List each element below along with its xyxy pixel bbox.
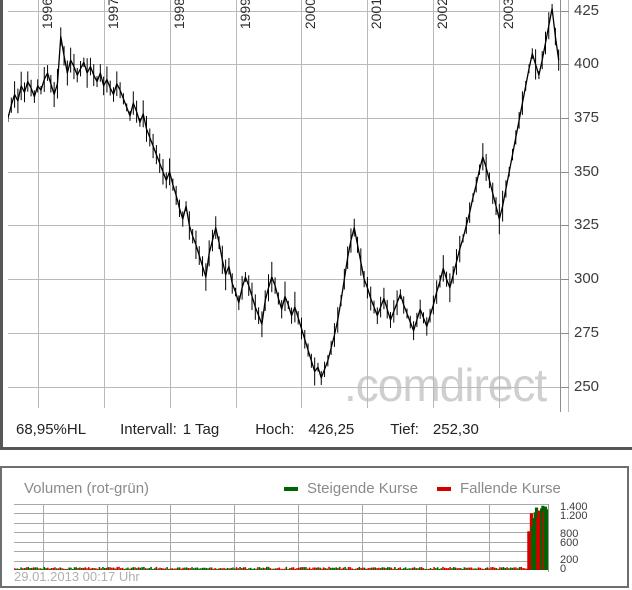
y-axis-label: 275 bbox=[574, 324, 600, 341]
volume-timestamp: 29.01.2013 00:17 Uhr bbox=[14, 569, 140, 584]
y-axis-tick bbox=[560, 225, 569, 226]
volume-chart-panel: Volumen (rot-grün) Steigende Kurse Falle… bbox=[0, 466, 629, 588]
axis-line-outer bbox=[568, 0, 569, 412]
price-y-axis: 425 400 375 350 325 300 275 250 bbox=[560, 0, 632, 412]
y-axis-tick bbox=[560, 11, 569, 12]
legend-falling-label: Fallende Kurse bbox=[460, 480, 561, 497]
x-axis-label: 2002 bbox=[434, 0, 450, 30]
volume-axis-line bbox=[548, 504, 549, 572]
y-axis-label: 250 bbox=[574, 378, 600, 395]
legend-falling-swatch bbox=[437, 486, 451, 491]
volume-bars-svg bbox=[14, 504, 548, 570]
y-axis-tick bbox=[560, 64, 569, 65]
volume-plot-area[interactable] bbox=[14, 504, 548, 570]
status-interval-value: 1 Tag bbox=[182, 420, 220, 438]
volume-y-label: 800 bbox=[560, 528, 579, 540]
y-axis-tick bbox=[560, 387, 569, 388]
panel-left-border bbox=[0, 0, 3, 450]
x-axis-label: 2003 bbox=[500, 0, 516, 30]
y-axis-label: 425 bbox=[574, 2, 600, 19]
y-axis-label: 400 bbox=[574, 55, 600, 72]
status-hl-percent: 68,95%HL bbox=[16, 420, 87, 438]
y-axis-label: 350 bbox=[574, 163, 600, 180]
x-axis-label: 1997 bbox=[105, 0, 121, 30]
volume-y-label: 600 bbox=[560, 537, 579, 549]
price-line-svg bbox=[8, 0, 560, 408]
legend-rising-swatch bbox=[284, 486, 298, 491]
status-interval-label: Intervall: bbox=[120, 420, 177, 438]
y-axis-label: 375 bbox=[574, 109, 600, 126]
status-low-label: Tief: bbox=[390, 420, 419, 438]
axis-line bbox=[560, 0, 561, 412]
x-axis-label: 2001 bbox=[368, 0, 384, 30]
y-axis-tick bbox=[560, 118, 569, 119]
legend-rising: Steigende Kurse bbox=[284, 480, 418, 497]
price-chart-panel: .comdirect 425 400 375 350 325 300 275 250 1996… bbox=[0, 0, 632, 450]
status-high-label: Hoch: bbox=[255, 420, 295, 438]
volume-y-axis: 1.400 1.200 800 600 200 0 bbox=[548, 498, 630, 576]
status-high-value: 426,25 bbox=[308, 420, 355, 438]
x-axis-label: 1998 bbox=[171, 0, 187, 30]
price-plot-area[interactable] bbox=[8, 0, 560, 408]
legend-falling: Fallende Kurse bbox=[437, 480, 561, 497]
x-axis-label: 1999 bbox=[237, 0, 253, 30]
panel-bottom-border bbox=[0, 447, 632, 450]
x-axis-label: 1996 bbox=[39, 0, 55, 30]
x-axis-label: 2000 bbox=[302, 0, 318, 30]
y-axis-tick bbox=[560, 333, 569, 334]
y-axis-label: 300 bbox=[574, 270, 600, 287]
volume-y-label: 200 bbox=[560, 554, 579, 566]
status-bar: 68,95%HL Intervall: 1 Tag Hoch: 426,25 T… bbox=[0, 412, 632, 446]
status-low-value: 252,30 bbox=[432, 420, 479, 438]
volume-title: Volumen (rot-grün) bbox=[24, 480, 150, 497]
volume-y-label: 1.400 bbox=[560, 501, 588, 513]
y-axis-tick bbox=[560, 172, 569, 173]
y-axis-label: 325 bbox=[574, 216, 600, 233]
y-axis-tick bbox=[560, 279, 569, 280]
legend-rising-label: Steigende Kurse bbox=[307, 480, 418, 497]
volume-y-label: 0 bbox=[560, 563, 567, 575]
volume-y-label: 1.200 bbox=[560, 510, 588, 522]
